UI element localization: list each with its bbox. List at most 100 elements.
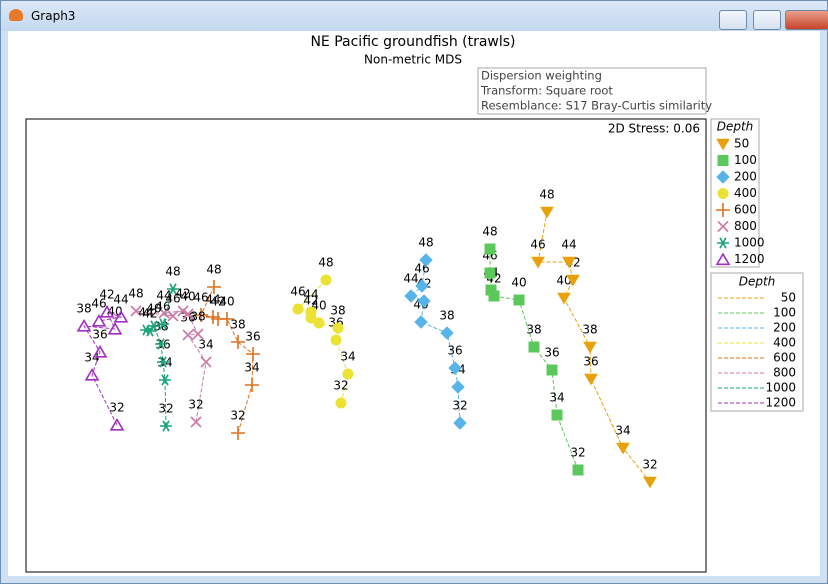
point-label: 38 (439, 309, 454, 323)
legend-label: 1000 (765, 381, 796, 395)
point (159, 374, 171, 386)
point (546, 364, 558, 376)
point (140, 324, 152, 336)
point (246, 347, 260, 361)
point (91, 314, 107, 327)
legend-marker (716, 203, 730, 217)
legend-label: 400 (773, 336, 796, 350)
point (531, 256, 545, 269)
point-label: 48 (482, 225, 497, 239)
point-label: 34 (549, 391, 564, 405)
point-label: 42 (99, 288, 114, 302)
legend-label: 1000 (734, 236, 765, 250)
point (448, 361, 462, 375)
point (231, 426, 245, 440)
point-label: 42 (142, 307, 157, 321)
point (557, 292, 571, 305)
point (84, 368, 100, 381)
legend-marker (716, 138, 730, 151)
point (415, 279, 429, 293)
point (584, 373, 598, 386)
point (540, 206, 554, 219)
legend-marker (717, 220, 729, 233)
legend-label: 200 (734, 170, 757, 184)
trajectory-line (83, 311, 123, 426)
point (528, 341, 540, 353)
point (107, 322, 123, 335)
point (192, 328, 204, 340)
maximize-button[interactable] (753, 10, 781, 30)
point (113, 310, 129, 323)
minimize-button[interactable] (719, 10, 747, 30)
legend-label: 200 (773, 321, 796, 335)
close-button[interactable] (785, 10, 828, 30)
point-label: 38 (190, 310, 205, 324)
point (419, 253, 433, 267)
point (451, 380, 465, 394)
point (231, 335, 245, 349)
point-label: 38 (582, 323, 597, 337)
point (643, 476, 657, 489)
point (404, 289, 418, 303)
point (440, 326, 454, 340)
trajectory-line (410, 259, 461, 424)
point (485, 284, 497, 296)
point-label: 40 (180, 290, 195, 304)
point (207, 280, 221, 294)
point-label: 34 (615, 424, 630, 438)
point (92, 345, 108, 358)
point-label: 48 (206, 263, 221, 277)
point-label: 34 (340, 350, 355, 364)
point (417, 294, 431, 308)
chart: NE Pacific groundfish (trawls) Non-metri… (25, 34, 804, 573)
legend-label: 800 (734, 219, 757, 233)
point (245, 378, 259, 392)
legend-label: 50 (781, 291, 796, 305)
point (342, 368, 354, 380)
point (616, 442, 630, 455)
graph-area: NE Pacific groundfish (trawls) Non-metri… (8, 31, 820, 576)
point (158, 307, 170, 319)
point (76, 319, 92, 332)
point-label: 44 (561, 238, 576, 252)
point-label: 48 (539, 188, 554, 202)
point-label: 34 (198, 338, 213, 352)
point-label: 32 (570, 446, 585, 460)
legend-marker (716, 170, 730, 184)
legend-label: 1200 (734, 252, 765, 266)
point-label: 40 (219, 295, 234, 309)
point-label: 48 (165, 265, 180, 279)
legend-label: 600 (734, 203, 757, 217)
point-label: 38 (330, 304, 345, 318)
point-label: 44 (403, 272, 418, 286)
point-label: 44 (156, 289, 171, 303)
point (194, 308, 208, 322)
point-label: 44 (303, 288, 318, 302)
point-label: 36 (92, 328, 107, 342)
point-label: 48 (128, 287, 143, 301)
point-label: 32 (333, 379, 348, 393)
point (292, 303, 304, 315)
point (513, 294, 525, 306)
point (167, 283, 179, 295)
point-label: 48 (318, 256, 333, 270)
point-label: 36 (180, 311, 195, 325)
legend-marker (715, 252, 731, 266)
point (330, 334, 342, 346)
chart-subtitle: Non-metric MDS (364, 53, 462, 67)
point-label: 32 (452, 399, 467, 413)
point (99, 305, 115, 318)
point (562, 256, 576, 269)
annotation: Transform: Square root (480, 84, 613, 98)
legend-label: 1200 (765, 396, 796, 410)
point (583, 341, 597, 354)
point (109, 418, 125, 431)
point-label: 36 (583, 355, 598, 369)
point (335, 397, 347, 409)
legend-label: 50 (734, 137, 749, 151)
stress-label: 2D Stress: 0.06 (608, 122, 700, 136)
app-icon (9, 9, 23, 21)
point-label: 36 (544, 346, 559, 360)
point (157, 318, 169, 330)
